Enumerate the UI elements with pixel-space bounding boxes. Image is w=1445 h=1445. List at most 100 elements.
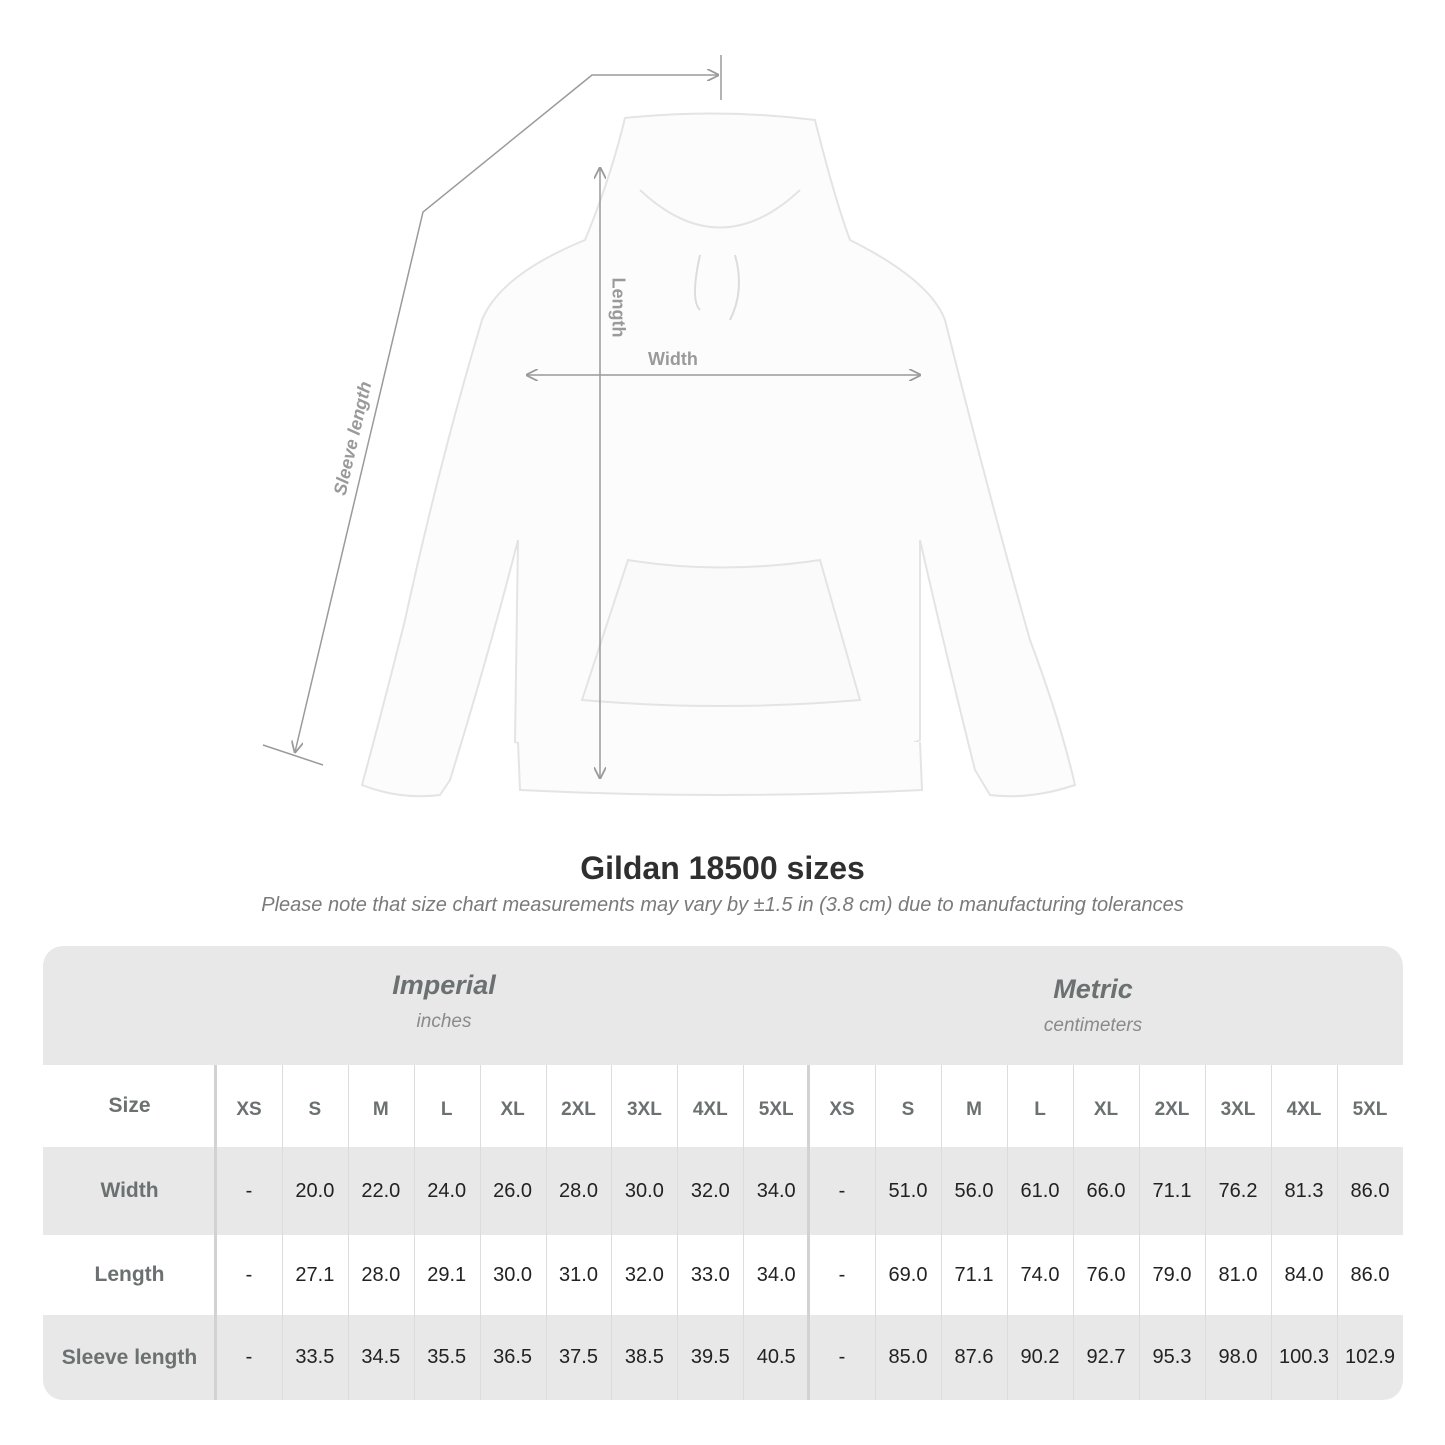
metric-sleeve-length-cell: - bbox=[838, 1346, 846, 1368]
row-label-length: Length bbox=[94, 1263, 165, 1286]
imperial-sleeve-length-cell: 36.5 bbox=[493, 1346, 533, 1368]
metric-sleeve-length-cell: 102.9 bbox=[1344, 1346, 1396, 1368]
metric-width-cell: 61.0 bbox=[1020, 1179, 1060, 1202]
metric-width-cell: 76.2 bbox=[1218, 1179, 1258, 1202]
metric-length-cell: 69.0 bbox=[888, 1263, 928, 1286]
imperial-title: Imperial bbox=[392, 970, 496, 1000]
imperial-sleeve-length-cell: 34.5 bbox=[361, 1346, 401, 1368]
imperial-sleeve-length-cell: 39.5 bbox=[690, 1346, 730, 1368]
column-divider bbox=[807, 1065, 810, 1400]
column-divider bbox=[743, 1065, 745, 1400]
metric-width-cell: 86.0 bbox=[1350, 1179, 1390, 1202]
metric-length-cell: 86.0 bbox=[1350, 1263, 1390, 1286]
metric-sleeve-length-cell: 90.2 bbox=[1020, 1346, 1060, 1368]
size-table: Imperial inches Metric centimeters Size X… bbox=[43, 946, 1403, 1400]
imperial-size-m: M bbox=[372, 1099, 389, 1120]
hoodie-shape bbox=[360, 112, 1077, 798]
metric-title: Metric bbox=[1053, 974, 1133, 1004]
imperial-width-cell: 32.0 bbox=[690, 1179, 730, 1202]
imperial-length-cell: - bbox=[245, 1263, 253, 1286]
metric-sleeve-length-cell: 85.0 bbox=[888, 1346, 928, 1368]
column-divider bbox=[677, 1065, 679, 1400]
imperial-unit: inches bbox=[416, 1011, 472, 1032]
metric-length-cell: 84.0 bbox=[1284, 1263, 1324, 1286]
metric-sleeve-length-cell: 95.3 bbox=[1152, 1346, 1192, 1368]
metric-length-cell: 74.0 bbox=[1020, 1263, 1060, 1286]
imperial-size-3xl: 3XL bbox=[626, 1099, 662, 1120]
column-divider bbox=[611, 1065, 613, 1400]
measure-lines bbox=[262, 55, 920, 778]
metric-width-cell: 81.3 bbox=[1284, 1179, 1324, 1202]
imperial-length-cell: 29.1 bbox=[427, 1263, 467, 1286]
metric-size-m: M bbox=[966, 1099, 982, 1120]
imperial-length-cell: 31.0 bbox=[559, 1263, 598, 1286]
metric-length-cell: 76.0 bbox=[1086, 1263, 1126, 1286]
imperial-sleeve-length-cell: - bbox=[245, 1346, 253, 1368]
metric-size-5xl: 5XL bbox=[1352, 1099, 1388, 1120]
column-divider bbox=[1337, 1065, 1338, 1400]
metric-width-cell: 51.0 bbox=[888, 1179, 928, 1202]
imperial-width-cell: 22.0 bbox=[361, 1179, 401, 1202]
metric-length-cell: 79.0 bbox=[1152, 1263, 1192, 1286]
column-divider bbox=[1073, 1065, 1074, 1400]
metric-size-l: L bbox=[1034, 1099, 1046, 1120]
imperial-width-cell: 30.0 bbox=[624, 1179, 664, 1202]
sleeve-length-line bbox=[295, 75, 718, 752]
metric-sleeve-length-cell: 98.0 bbox=[1218, 1346, 1258, 1368]
tolerance-note: Please note that size chart measurements… bbox=[261, 894, 1184, 916]
metric-size-3xl: 3XL bbox=[1220, 1099, 1256, 1120]
metric-length-cell: 81.0 bbox=[1218, 1263, 1258, 1286]
metric-size-s: S bbox=[901, 1099, 915, 1120]
size-header: Size bbox=[108, 1094, 151, 1117]
column-divider bbox=[941, 1065, 942, 1400]
metric-length-cell: - bbox=[838, 1263, 846, 1286]
metric-size-xl: XL bbox=[1093, 1099, 1119, 1120]
imperial-width-cell: 28.0 bbox=[559, 1179, 598, 1202]
metric-sleeve-length-cell: 87.6 bbox=[954, 1346, 994, 1368]
imperial-sleeve-length-cell: 35.5 bbox=[427, 1346, 467, 1368]
metric-sleeve-length-cell: 92.7 bbox=[1086, 1346, 1126, 1368]
column-divider bbox=[214, 1065, 217, 1400]
imperial-size-5xl: 5XL bbox=[758, 1099, 794, 1120]
imperial-size-l: L bbox=[440, 1099, 453, 1120]
row-band-width bbox=[43, 1147, 1403, 1235]
imperial-sleeve-length-cell: 37.5 bbox=[559, 1346, 598, 1368]
imperial-length-cell: 27.1 bbox=[295, 1263, 335, 1286]
length-label: Length bbox=[608, 277, 629, 338]
imperial-size-4xl: 4XL bbox=[692, 1099, 728, 1120]
imperial-width-cell: 34.0 bbox=[756, 1179, 796, 1202]
imperial-size-s: S bbox=[308, 1099, 322, 1120]
column-divider bbox=[1205, 1065, 1206, 1400]
column-divider bbox=[479, 1065, 481, 1400]
imperial-length-cell: 34.0 bbox=[756, 1263, 796, 1286]
row-label-width: Width bbox=[100, 1179, 159, 1202]
imperial-size-xs: XS bbox=[236, 1099, 262, 1120]
row-label-sleeve-length: Sleeve length bbox=[61, 1345, 198, 1369]
metric-size-xs: XS bbox=[829, 1099, 855, 1120]
column-divider bbox=[281, 1065, 283, 1400]
imperial-length-cell: 30.0 bbox=[493, 1263, 533, 1286]
imperial-width-cell: 26.0 bbox=[493, 1179, 533, 1202]
imperial-length-cell: 33.0 bbox=[690, 1263, 730, 1286]
imperial-size-2xl: 2XL bbox=[561, 1099, 596, 1120]
metric-width-cell: 66.0 bbox=[1086, 1179, 1126, 1202]
imperial-size-xl: XL bbox=[500, 1099, 525, 1120]
metric-sleeve-length-cell: 100.3 bbox=[1278, 1346, 1330, 1368]
metric-length-cell: 71.1 bbox=[954, 1263, 994, 1286]
hoodie-illustration bbox=[262, 55, 1077, 798]
column-divider bbox=[1271, 1065, 1272, 1400]
metric-width-cell: - bbox=[838, 1179, 846, 1202]
column-divider bbox=[413, 1065, 415, 1400]
column-divider bbox=[875, 1065, 876, 1400]
imperial-length-cell: 28.0 bbox=[361, 1263, 401, 1286]
metric-width-cell: 56.0 bbox=[954, 1179, 994, 1202]
metric-header: Metric centimeters bbox=[893, 974, 1293, 1037]
metric-size-4xl: 4XL bbox=[1286, 1099, 1322, 1120]
row-band-sleeve bbox=[43, 1315, 1403, 1400]
column-divider bbox=[1139, 1065, 1140, 1400]
metric-unit: centimeters bbox=[1043, 1015, 1143, 1036]
imperial-header: Imperial inches bbox=[244, 970, 644, 1033]
imperial-length-cell: 32.0 bbox=[624, 1263, 664, 1286]
metric-size-2xl: 2XL bbox=[1154, 1099, 1190, 1120]
width-label: Width bbox=[648, 349, 698, 369]
